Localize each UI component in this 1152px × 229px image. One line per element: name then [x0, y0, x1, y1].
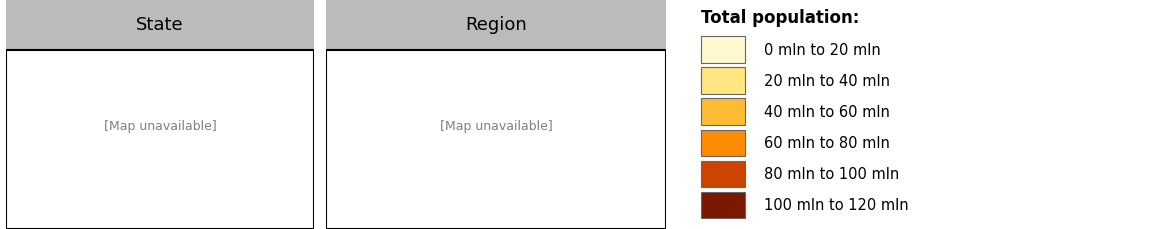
- Text: State: State: [136, 16, 184, 34]
- Text: 40 mln to 60 mln: 40 mln to 60 mln: [764, 105, 889, 120]
- Bar: [700, 99, 745, 125]
- Bar: [700, 161, 745, 187]
- Text: [Map unavailable]: [Map unavailable]: [104, 120, 217, 132]
- Text: Region: Region: [465, 16, 526, 34]
- Bar: [326, 0, 666, 50]
- Text: 80 mln to 100 mln: 80 mln to 100 mln: [764, 166, 899, 182]
- Bar: [700, 192, 745, 218]
- Bar: [700, 130, 745, 156]
- Text: 60 mln to 80 mln: 60 mln to 80 mln: [764, 136, 889, 151]
- Text: 20 mln to 40 mln: 20 mln to 40 mln: [764, 74, 889, 89]
- Text: [Map unavailable]: [Map unavailable]: [440, 120, 552, 132]
- Text: Total population:: Total population:: [700, 9, 859, 27]
- Bar: [6, 0, 314, 50]
- Bar: [700, 68, 745, 94]
- Text: 0 mln to 20 mln: 0 mln to 20 mln: [764, 43, 880, 58]
- Text: 100 mln to 120 mln: 100 mln to 120 mln: [764, 197, 908, 213]
- Bar: [700, 37, 745, 63]
